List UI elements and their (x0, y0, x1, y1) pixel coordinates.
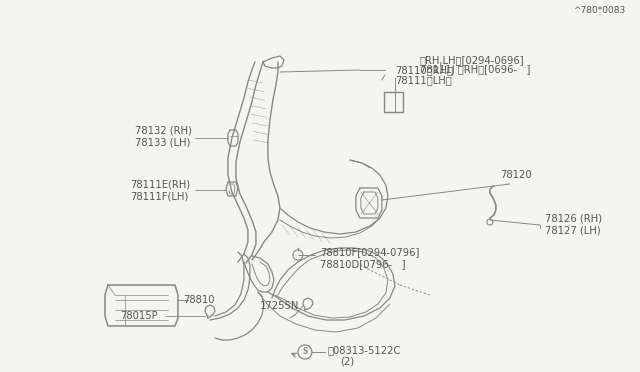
Text: 78110〈RH〉: 78110〈RH〉 (395, 65, 453, 75)
Text: 17255N: 17255N (260, 301, 300, 311)
Text: 78126 (RH): 78126 (RH) (545, 213, 602, 223)
Text: 78111J 〈RH〉[0696-   ]: 78111J 〈RH〉[0696- ] (420, 65, 531, 75)
Text: ^780*0083: ^780*0083 (573, 6, 625, 15)
Text: 78127 (LH): 78127 (LH) (545, 225, 600, 235)
Text: 78111E(RH): 78111E(RH) (130, 179, 190, 189)
Text: 78120: 78120 (500, 170, 531, 180)
Text: 78111F(LH): 78111F(LH) (130, 191, 188, 201)
Text: 78111〈LH〉: 78111〈LH〉 (395, 75, 452, 85)
Text: 78132 (RH): 78132 (RH) (135, 125, 192, 135)
Text: 78810: 78810 (183, 295, 214, 305)
Text: 78133 (LH): 78133 (LH) (135, 137, 190, 147)
Text: S: S (302, 347, 308, 356)
Text: 78810D[0796-   ]: 78810D[0796- ] (320, 259, 405, 269)
Text: 〈RH,LH〉[0294-0696]: 〈RH,LH〉[0294-0696] (420, 55, 525, 65)
Text: Ⓜ08313-5122C: Ⓜ08313-5122C (328, 345, 401, 355)
Text: 78810F[0294-0796]: 78810F[0294-0796] (320, 247, 419, 257)
Text: (2): (2) (340, 357, 354, 367)
Text: 78015P: 78015P (120, 311, 157, 321)
